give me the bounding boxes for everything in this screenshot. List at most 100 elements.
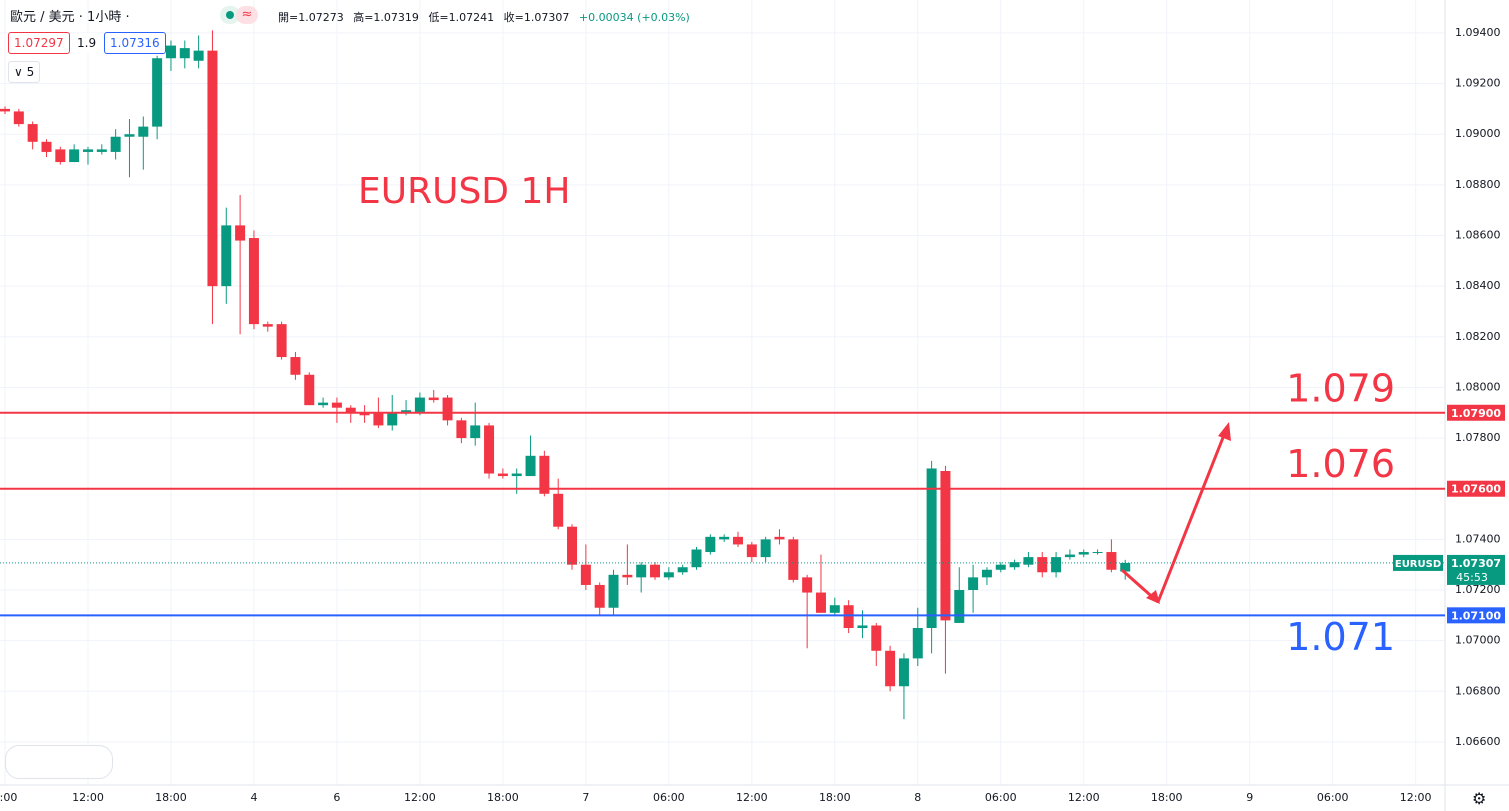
candle-body [857, 625, 868, 628]
candle-body [1023, 557, 1034, 565]
candle-body [179, 48, 190, 59]
candle-body [553, 493, 564, 527]
candle-body [138, 126, 149, 137]
buy-button[interactable]: 1.07316 [104, 32, 166, 54]
arrow-down-head [1146, 590, 1160, 604]
x-tick-label: 18:00 [487, 791, 519, 804]
x-tick-label: 12:00 [72, 791, 104, 804]
x-tick-label: 6:00 [0, 791, 17, 804]
candle-body [248, 238, 259, 325]
candle-body [580, 564, 591, 585]
ohlc-change: +0.00034 (+0.03%) [578, 11, 690, 24]
y-tick-label: 1.07200 [1455, 583, 1501, 596]
level-tag [1447, 480, 1505, 497]
x-tick-label: 4 [250, 791, 257, 804]
candle-body [414, 397, 425, 413]
countdown: 45:53 [1456, 571, 1488, 584]
ohlc-low: 低=1.07241 [428, 11, 495, 24]
x-tick-label: 8 [914, 791, 921, 804]
candle-body [207, 50, 218, 287]
y-tick-label: 1.09200 [1455, 77, 1501, 90]
y-tick-label: 1.08000 [1455, 380, 1501, 393]
price-tag-label: 1.07307 [1451, 557, 1501, 570]
level-tag [1447, 607, 1505, 624]
candle-body [331, 402, 342, 408]
candle-body [608, 574, 619, 608]
candle-body [885, 650, 896, 687]
navigation-widget[interactable] [5, 745, 113, 779]
candle-body [69, 149, 80, 163]
candle-body [663, 572, 674, 578]
x-tick-label: 12:00 [1068, 791, 1100, 804]
y-tick-label: 1.07400 [1455, 532, 1501, 545]
candle-body [594, 584, 605, 608]
candle-body [650, 564, 661, 578]
ohlc-readout: 開=1.07273 高=1.07319 低=1.07241 收=1.07307 … [278, 9, 696, 25]
sell-button[interactable]: 1.07297 [8, 32, 70, 54]
candle-body [484, 425, 495, 474]
x-tick-label: 06:00 [985, 791, 1017, 804]
candle-body [760, 539, 771, 558]
candle-body [345, 407, 356, 413]
candle-body [55, 149, 66, 163]
candle-body [981, 569, 992, 578]
settings-gear[interactable]: ⚙ [1472, 789, 1487, 808]
candle-body [152, 58, 163, 127]
candle-body [13, 111, 24, 125]
level-tag-label: 1.07900 [1451, 407, 1501, 420]
ohlc-close: 收=1.07307 [503, 11, 570, 24]
market-status[interactable] [220, 6, 240, 24]
candle-body [954, 590, 965, 623]
candle-body [677, 567, 688, 573]
y-tick-label: 1.07800 [1455, 431, 1501, 444]
x-tick-label: 9 [1246, 791, 1253, 804]
candle-body [995, 564, 1006, 570]
candle-body [898, 658, 909, 687]
candle-body [912, 628, 923, 659]
candle-body [1092, 552, 1103, 554]
level-tag [1447, 404, 1505, 421]
candle-body [1051, 557, 1062, 573]
candle-body [1064, 554, 1075, 558]
x-tick-label: 12:00 [736, 791, 768, 804]
x-tick-label: 12:00 [404, 791, 436, 804]
candle-body [815, 592, 826, 613]
y-tick-label: 1.08200 [1455, 330, 1501, 343]
candle-body [110, 136, 121, 152]
candle-body [235, 225, 246, 241]
candle-body [165, 45, 176, 59]
y-tick-label: 1.06800 [1455, 684, 1501, 697]
candle-body [1120, 562, 1131, 572]
y-tick-label: 1.08800 [1455, 178, 1501, 191]
candle-body [788, 539, 799, 580]
candle-body [96, 149, 107, 152]
candle-body [926, 468, 937, 628]
y-tick-label: 1.07000 [1455, 634, 1501, 647]
candle-body [359, 412, 370, 416]
indicator-toggle[interactable]: ∨ 5 [8, 61, 41, 83]
arrow-up-head [1218, 422, 1231, 441]
candle-body [27, 124, 38, 142]
candle-body [456, 420, 467, 439]
candle-body [442, 397, 453, 421]
candle-body [124, 134, 135, 137]
chart-title: EURUSD 1H [358, 171, 570, 212]
candle-body [0, 108, 10, 112]
level-label: 1.076 [1286, 442, 1395, 486]
y-tick-label: 1.08400 [1455, 279, 1501, 292]
ohlc-high: 高=1.07319 [353, 11, 419, 24]
candle-body [497, 473, 508, 477]
candle-body [567, 526, 578, 565]
candle-body [1037, 557, 1048, 573]
data-status[interactable]: ≈ [236, 6, 258, 24]
x-tick-label: 6 [333, 791, 340, 804]
candle-body [719, 536, 730, 540]
candle-body [82, 149, 93, 152]
x-tick-label: 06:00 [653, 791, 685, 804]
candle-body [470, 425, 481, 439]
candle-body [262, 324, 273, 327]
x-tick-label: 18:00 [155, 791, 187, 804]
x-tick-label: 18:00 [1151, 791, 1183, 804]
candle-body [746, 544, 757, 558]
